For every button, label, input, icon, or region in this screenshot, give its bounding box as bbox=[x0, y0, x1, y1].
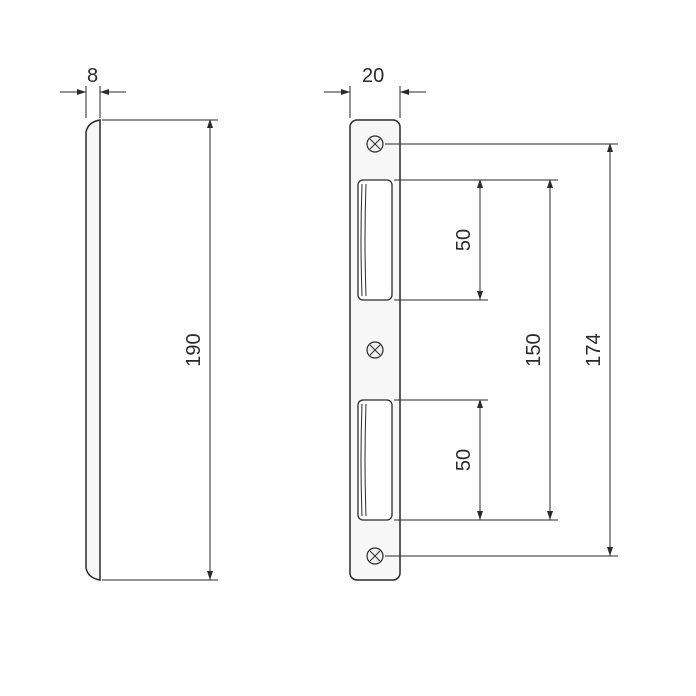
dim-front-width: 20 bbox=[362, 65, 384, 87]
dim-outer-span: 174 bbox=[583, 333, 605, 366]
technical-drawing: 8 190 bbox=[0, 0, 696, 696]
slot-top bbox=[358, 180, 392, 300]
side-view: 8 190 bbox=[60, 65, 218, 580]
front-view: 20 50 50 150 174 bbox=[324, 65, 618, 580]
screw-hole-middle bbox=[367, 342, 383, 358]
dim-side-height: 190 bbox=[183, 333, 205, 366]
screw-hole-bottom bbox=[367, 548, 383, 564]
screw-hole-top bbox=[367, 136, 383, 152]
dim-side-width: 8 bbox=[87, 65, 98, 87]
slot-bottom bbox=[358, 400, 392, 520]
side-plate-outline bbox=[86, 120, 100, 580]
dim-inner-span: 150 bbox=[523, 333, 545, 366]
dim-slot-bottom: 50 bbox=[453, 449, 475, 471]
dim-slot-top: 50 bbox=[453, 229, 475, 251]
